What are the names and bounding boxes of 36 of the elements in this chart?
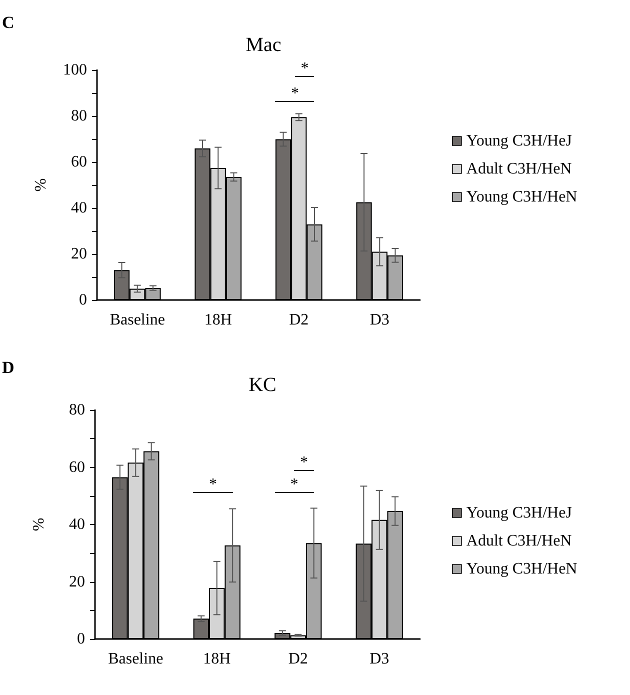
y-tick-label: 40 [71,200,87,216]
x-tick-label: 18H [204,312,232,328]
y-tick-label: 0 [79,292,87,308]
x-tick-label: Baseline [110,312,165,328]
x-tick-label: 18H [203,650,232,668]
legend-label: Young C3H/HeN [466,560,578,578]
y-tick-label: 60 [69,458,85,476]
legend-label: Adult C3H/HeN [466,532,572,550]
x-tick-label: D2 [288,650,308,668]
y-axis-title: % [30,518,48,532]
text: D [2,358,14,377]
y-tick-label: 0 [77,630,85,648]
y-tick-label: 20 [71,246,87,262]
y-tick-label: 100 [63,62,87,78]
legend-label: Young C3H/HeN [466,188,578,206]
legend-label: Adult C3H/HeN [466,160,572,178]
x-tick-label: D3 [370,312,390,328]
annotation: * [290,476,298,493]
annotation: * [300,60,309,78]
y-tick-label: 80 [69,402,85,418]
y-tick-label: 60 [71,154,87,170]
chart-title: Mac [246,34,282,56]
x-tick-label: D3 [370,650,390,668]
y-axis-title: % [32,178,50,192]
x-tick-label: Baseline [108,650,164,668]
x-tick-label: D2 [289,312,309,328]
annotation: * [290,84,299,102]
text: C [2,13,14,32]
y-tick-label: 20 [69,573,85,590]
chart-title: KC [248,374,276,396]
annotation: * [300,454,308,471]
y-tick-label: 80 [71,108,87,124]
legend-label: Young C3H/HeJ [466,504,572,522]
y-tick-label: 40 [69,516,85,533]
legend-label: Young C3H/HeJ [466,132,572,150]
annotation: * [208,476,217,493]
